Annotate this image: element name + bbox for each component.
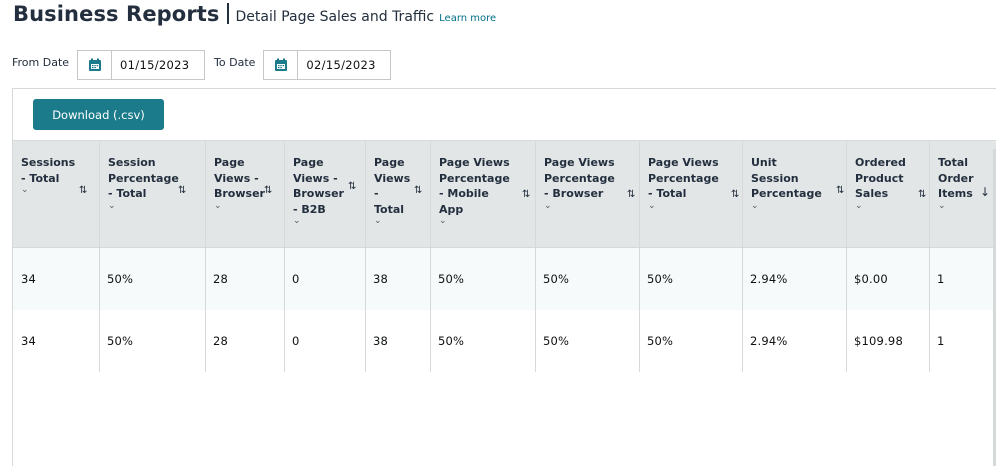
page-subtitle: Detail Page Sales and Traffic [235,9,435,25]
table-cell: 50% [647,334,674,348]
table-cell: 50% [543,272,570,286]
table-cell: 2.94% [750,334,788,348]
column-header-label: Ordered Product Sales [855,156,906,200]
chevron-down-icon[interactable]: ⌄ [544,200,552,211]
report-panel: Download (.csv) Sessions - Total ⌄ ⇅ Sessio… [12,88,996,466]
column-header[interactable]: Page Views Percentage - Total ⌄ ⇅ [639,141,742,249]
table-cell: 34 [21,272,37,286]
column-header[interactable]: Page Views Percentage - Browser ⌄ ⇅ [535,141,639,249]
column-header-label: Page Views Percentage - Total [648,156,719,200]
column-header-label: Unit Session Percentage [751,156,822,200]
column-header-label: Total Order Items [938,156,974,200]
from-date-picker[interactable]: 01/15/2023 [77,50,206,80]
to-date-value[interactable]: 02/15/2023 [306,58,376,72]
sort-icon[interactable]: ⇅ [178,185,187,196]
table-row: 34 50% 28 0 38 50% 50% 50% 2.94% $109.98 1 [13,310,996,372]
column-header-label: Page Views - Browser [214,156,265,200]
chevron-down-icon[interactable]: ⌄ [855,200,863,211]
column-divider [535,140,536,372]
sort-icon[interactable]: ⇅ [348,181,357,192]
calendar-icon[interactable] [264,51,299,79]
to-date-picker[interactable]: 02/15/2023 [263,50,392,80]
table-cell: 38 [373,272,389,286]
column-header-label: Page Views Percentage - Mobile App [439,156,510,216]
table-cell: 34 [21,334,37,348]
sort-icon[interactable]: ⇅ [627,189,636,200]
arrow-down-icon[interactable]: ↓ [980,185,991,199]
column-divider [846,140,847,372]
sort-icon[interactable]: ⇅ [522,189,531,200]
column-divider [365,140,366,372]
chevron-down-icon[interactable]: ⌄ [751,200,759,211]
column-divider [742,140,743,372]
learn-more-link[interactable]: Learn more [439,13,497,24]
sort-icon[interactable]: ⇅ [414,185,423,196]
to-date-label: To Date [214,55,256,69]
chevron-down-icon[interactable]: ⌄ [374,216,382,226]
table-cell: 50% [438,334,465,348]
sort-icon[interactable]: ⇅ [836,185,845,196]
column-divider [99,140,100,372]
vertical-scrollbar[interactable] [993,149,996,466]
column-header-label: Sessions - Total [21,156,76,185]
table-cell: 1 [937,272,945,286]
column-header-label: Page Views Percentage - Browser [544,156,615,200]
column-divider [205,140,206,372]
table-cell: 0 [292,272,300,286]
column-header[interactable]: Total Order Items ⌄ ↓ [929,141,996,249]
table-cell: 50% [107,272,134,286]
column-header[interactable]: Unit Session Percentage ⌄ ⇅ [742,141,846,249]
table-cell: 1 [937,334,945,348]
chevron-down-icon[interactable]: ⌄ [293,216,301,226]
page-title: Business Reports [13,2,220,26]
table-cell: $109.98 [854,334,903,348]
column-header[interactable]: Session Percentage - Total ⌄ ⇅ [99,141,205,249]
sort-icon[interactable]: ⇅ [731,189,740,200]
chevron-down-icon[interactable]: ⌄ [108,200,116,211]
page-header: Business Reports Detail Page Sales and T… [13,0,496,30]
chevron-down-icon[interactable]: ⌄ [21,185,29,195]
table-cell: 50% [647,272,674,286]
column-header-label: Session Percentage - Total [108,156,179,200]
table-cell: 28 [213,272,229,286]
from-date-label: From Date [12,55,70,69]
column-header[interactable]: Page Views - Browser ⌄ ⇅ [205,141,284,249]
column-header[interactable]: Sessions - Total ⌄ ⇅ [13,141,99,249]
column-divider [929,140,930,372]
sort-icon[interactable]: ⇅ [918,189,927,200]
table-cell: 38 [373,334,389,348]
calendar-icon[interactable] [78,51,113,79]
from-date-value[interactable]: 01/15/2023 [120,58,190,72]
title-divider [226,3,229,24]
column-header-label: Page Views - Total [374,156,411,216]
date-filters: From Date 01/15/2023 To Date 02/15/2023 [12,50,392,80]
column-divider [639,140,640,372]
table-header: Sessions - Total ⌄ ⇅ Session Percentage - T… [13,140,996,249]
chevron-down-icon[interactable]: ⌄ [648,200,656,211]
table-cell: 50% [438,272,465,286]
column-header-label: Page Views - Browser - B2B [293,156,344,216]
column-divider [430,140,431,372]
chevron-down-icon[interactable]: ⌄ [938,200,946,211]
column-header[interactable]: Ordered Product Sales ⌄ ⇅ [846,141,929,249]
column-header[interactable]: Page Views - Browser - B2B ⌄ ⇅ [284,141,365,249]
table-cell: 28 [213,334,229,348]
table-cell: $0.00 [854,272,888,286]
chevron-down-icon[interactable]: ⌄ [214,200,222,211]
chevron-down-icon[interactable]: ⌄ [439,216,447,226]
table-cell: 50% [543,334,570,348]
download-csv-button[interactable]: Download (.csv) [33,99,164,130]
sort-icon[interactable]: ⇅ [264,185,273,196]
table-cell: 0 [292,334,300,348]
column-divider [284,140,285,372]
sort-icon[interactable]: ⇅ [79,185,88,196]
table-cell: 50% [107,334,134,348]
table-row: 34 50% 28 0 38 50% 50% 50% 2.94% $0.00 1 [13,248,996,310]
table-cell: 2.94% [750,272,788,286]
column-header[interactable]: Page Views Percentage - Mobile App ⌄ ⇅ [430,141,535,249]
column-header[interactable]: Page Views - Total ⌄ ⇅ [365,141,430,249]
